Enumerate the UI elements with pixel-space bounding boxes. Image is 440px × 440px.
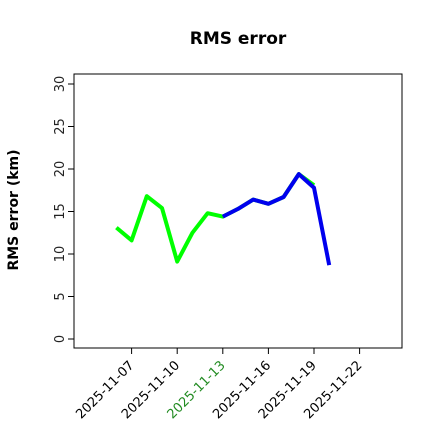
x-axis: 2025-11-072025-11-102025-11-132025-11-16… bbox=[73, 347, 365, 422]
chart-title: RMS error bbox=[190, 29, 287, 49]
y-tick-label: 30 bbox=[53, 76, 68, 93]
y-axis-label: RMS error (km) bbox=[6, 149, 22, 270]
y-tick-label: 0 bbox=[53, 335, 68, 343]
y-tick-label: 5 bbox=[53, 292, 68, 300]
y-tick-label: 10 bbox=[53, 246, 68, 263]
y-tick-label: 15 bbox=[53, 203, 68, 220]
y-tick-label: 20 bbox=[53, 161, 68, 178]
series-line-1 bbox=[115, 172, 316, 264]
series-layer bbox=[115, 172, 332, 266]
y-tick-label: 25 bbox=[53, 118, 68, 135]
series-line-2 bbox=[221, 172, 332, 266]
y-axis: 0 5 10 15 20 25 30 bbox=[53, 76, 75, 343]
